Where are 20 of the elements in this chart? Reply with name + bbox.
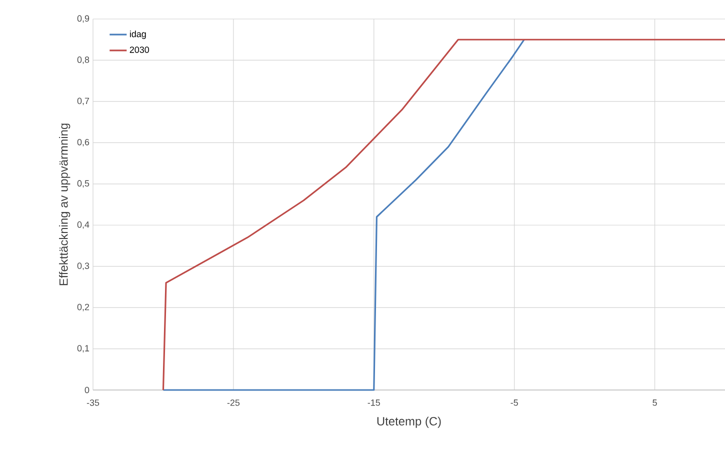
y-tick-label: 0,2 <box>77 304 90 312</box>
x-tick-label: -15 <box>368 400 380 406</box>
y-tick-label: 0,7 <box>77 98 90 106</box>
y-tick-label: 0,3 <box>77 262 90 270</box>
y-axis-title: Effekttäckning av uppvärmning <box>59 124 70 286</box>
y-tick-label: 0,8 <box>77 56 90 64</box>
legend-label: idag <box>130 30 146 39</box>
x-tick-label: -25 <box>227 400 240 406</box>
y-tick-label: 0,1 <box>77 345 90 352</box>
x-axis-title: Utetemp (C) <box>377 416 441 428</box>
y-tick-label: 0,6 <box>77 138 90 146</box>
legend-label: 2030 <box>130 46 150 53</box>
x-tick-label: 5 <box>652 400 657 406</box>
y-tick-label: 0,5 <box>77 180 90 188</box>
x-tick-label: -5 <box>510 400 518 406</box>
y-tick-label: 0,4 <box>77 221 90 229</box>
y-tick-label: 0,9 <box>77 15 90 23</box>
x-tick-label: -35 <box>86 400 100 406</box>
line-series <box>162 38 525 391</box>
y-tick-label: 0 <box>84 386 90 394</box>
